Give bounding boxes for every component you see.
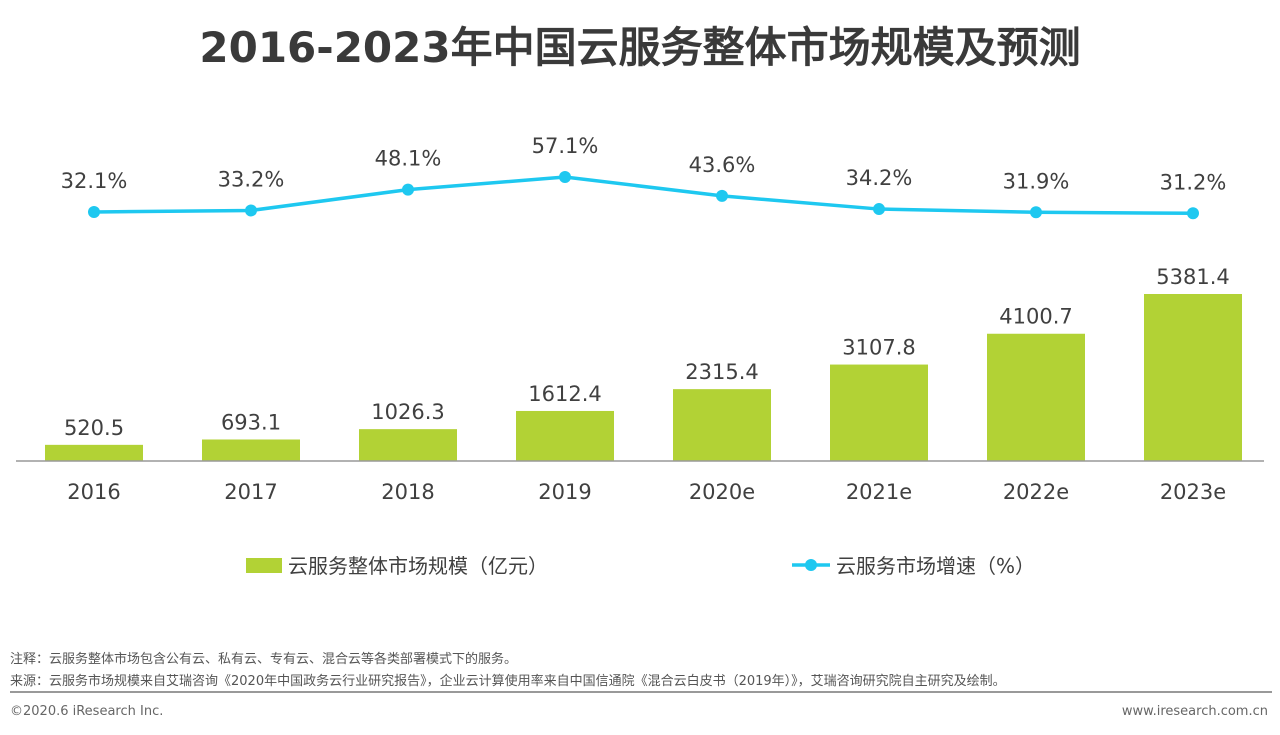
bar-value-label: 693.1 — [221, 410, 281, 434]
bar-value-label: 1612.4 — [528, 382, 601, 406]
bar-value-label: 4100.7 — [999, 305, 1072, 329]
chart: 520.5 2016 693.1 2017 1026.3 2018 1612.4 2019 23… — [16, 134, 1264, 578]
x-tick-label: 2022e — [1003, 480, 1069, 504]
source-note: 来源：云服务市场规模来自艾瑞咨询《2020年中国政务云行业研究报告》，企业云计算… — [10, 674, 1006, 689]
legend-bar-swatch — [246, 558, 282, 573]
growth-label: 31.9% — [1003, 169, 1070, 193]
bar — [516, 410, 614, 461]
x-tick-label: 2016 — [67, 480, 120, 504]
x-tick-label: 2023e — [1160, 480, 1226, 504]
growth-point — [716, 189, 728, 202]
legend-line-label: 云服务市场增速（%） — [836, 554, 1035, 578]
divider — [10, 691, 1272, 693]
growth-label: 48.1% — [375, 147, 442, 171]
chart-title: 2016-2023年中国云服务整体市场规模及预测 — [199, 23, 1081, 72]
x-tick-label: 2021e — [846, 480, 912, 504]
growth-label: 32.1% — [61, 169, 128, 193]
bar — [359, 429, 457, 461]
bar-value-label: 520.5 — [64, 416, 124, 440]
legend-line-marker — [805, 559, 817, 571]
growth-point — [1187, 207, 1199, 220]
website-link[interactable]: www.iresearch.com.cn — [1121, 704, 1268, 719]
bar — [673, 389, 771, 461]
bar — [830, 364, 928, 461]
growth-label: 57.1% — [532, 134, 599, 158]
growth-point — [559, 171, 571, 183]
growth-label: 34.2% — [846, 166, 913, 190]
x-tick-label: 2019 — [538, 480, 591, 504]
bar — [1144, 294, 1242, 461]
x-tick-label: 2017 — [224, 480, 277, 504]
bar — [202, 439, 300, 461]
copyright: ©2020.6 iResearch Inc. — [10, 704, 164, 719]
bar-value-label: 1026.3 — [371, 400, 444, 424]
bar — [45, 444, 143, 461]
growth-point — [402, 183, 414, 196]
legend-bar-label: 云服务整体市场规模（亿元） — [288, 554, 548, 578]
bar-value-label: 2315.4 — [685, 360, 758, 384]
growth-line — [93, 175, 1194, 216]
growth-point — [873, 203, 885, 216]
growth-label: 31.2% — [1160, 170, 1227, 194]
bar-value-label: 3107.8 — [842, 336, 915, 360]
growth-label: 43.6% — [689, 153, 756, 177]
growth-point — [88, 206, 100, 218]
bar — [987, 333, 1085, 461]
growth-point — [245, 204, 257, 217]
growth-label: 33.2% — [218, 167, 285, 191]
bar-value-label: 5381.4 — [1156, 265, 1229, 289]
growth-point — [1030, 206, 1042, 219]
footnote: 注释：云服务整体市场包含公有云、私有云、专有云、混合云等各类部署模式下的服务。 — [10, 652, 518, 667]
x-tick-label: 2018 — [381, 480, 434, 504]
x-tick-label: 2020e — [689, 480, 755, 504]
